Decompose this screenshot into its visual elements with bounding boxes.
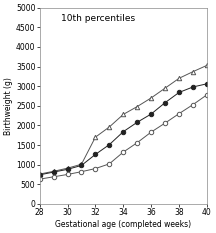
Text: 10th percentiles: 10th percentiles (61, 14, 135, 23)
Y-axis label: Birthweight (g): Birthweight (g) (4, 77, 13, 135)
X-axis label: Gestational age (completed weeks): Gestational age (completed weeks) (55, 220, 191, 229)
